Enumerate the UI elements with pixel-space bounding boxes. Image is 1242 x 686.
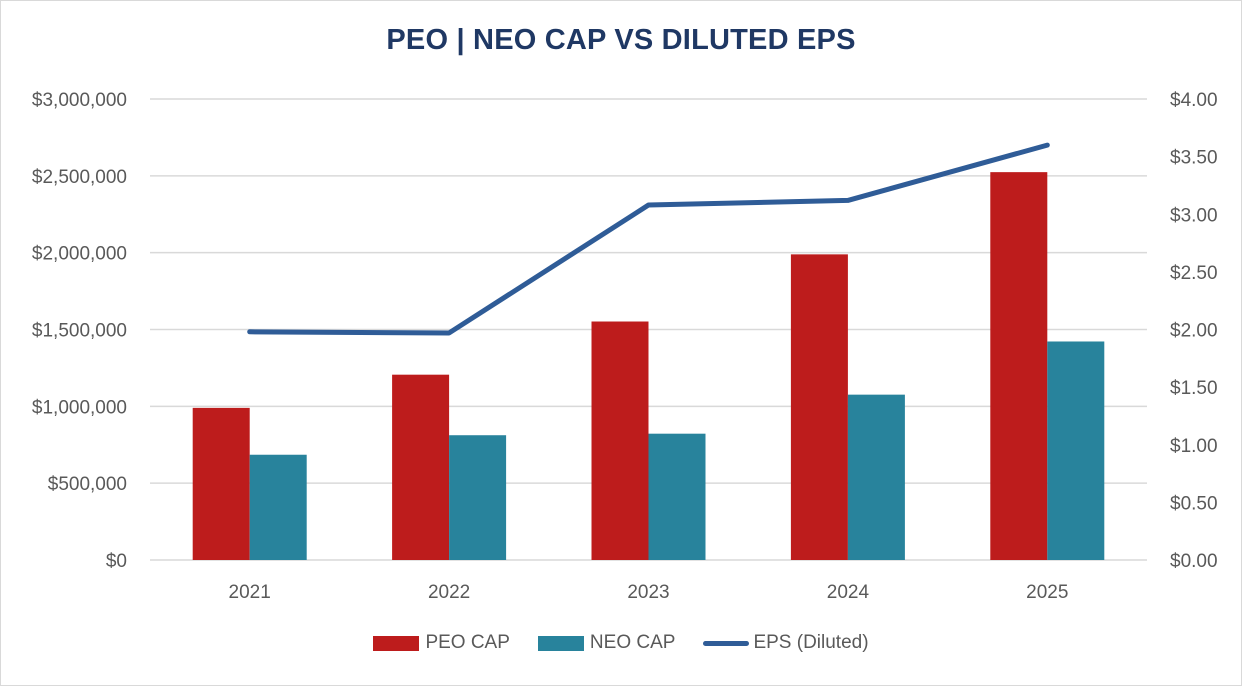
y2-tick-label: $1.00 <box>1170 436 1218 457</box>
y2-tick-label: $1.50 <box>1170 378 1218 399</box>
legend-item-neo-cap: NEO CAP <box>537 632 676 654</box>
bar <box>847 394 905 560</box>
legend-label-peo-cap: PEO CAP <box>425 632 510 653</box>
y2-tick-label: $0.00 <box>1170 551 1218 572</box>
y-tick-label: $2,500,000 <box>32 167 127 188</box>
bar <box>249 454 307 560</box>
bar <box>192 407 250 560</box>
eps-line <box>247 142 1050 336</box>
legend-swatch-neo-cap <box>537 635 584 651</box>
y-tick-label: $0 <box>106 551 127 572</box>
x-tick-label: 2021 <box>229 582 271 603</box>
x-tick-label: 2023 <box>627 582 669 603</box>
line-series <box>247 142 1050 336</box>
bar <box>1047 341 1105 560</box>
x-axis-ticks: 2021 2022 2023 2024 2025 <box>229 582 1069 603</box>
bar <box>591 321 649 560</box>
bar-series <box>192 172 1105 561</box>
legend-label-eps: EPS (Diluted) <box>753 632 869 653</box>
y2-tick-label: $2.50 <box>1170 263 1218 284</box>
legend-item-peo-cap: PEO CAP <box>373 632 510 654</box>
y-tick-label: $2,000,000 <box>32 244 127 265</box>
y2-tick-label: $3.00 <box>1170 205 1218 226</box>
chart-title: PEO | NEO CAP VS DILUTED EPS <box>386 24 856 56</box>
right-axis-ticks: $0.00 $0.50 $1.00 $1.50 $2.00 $2.50 $3.00 $3.50… <box>1170 90 1218 572</box>
legend-label-neo-cap: NEO CAP <box>589 632 676 653</box>
y-tick-label: $1,000,000 <box>32 397 127 418</box>
bar <box>648 433 706 560</box>
left-axis-ticks: $0 $500,000 $1,000,000 $1,500,000 $2,000,000… <box>32 90 127 572</box>
y2-tick-label: $4.00 <box>1170 90 1218 111</box>
legend: PEO CAP NEO CAP EPS (Diluted) <box>0 632 1242 654</box>
y2-tick-label: $3.50 <box>1170 148 1218 169</box>
y-tick-label: $500,000 <box>48 474 127 495</box>
y2-tick-label: $2.00 <box>1170 321 1218 342</box>
x-tick-label: 2025 <box>1026 582 1068 603</box>
bar <box>990 172 1048 561</box>
series-peo-cap <box>192 172 1048 561</box>
series-neo-cap <box>249 341 1105 560</box>
y-tick-label: $1,500,000 <box>32 321 127 342</box>
legend-swatch-peo-cap <box>373 635 420 651</box>
legend-item-eps: EPS (Diluted) <box>703 632 869 654</box>
y-tick-label: $3,000,000 <box>32 90 127 111</box>
x-tick-label: 2022 <box>428 582 470 603</box>
bar <box>392 374 450 560</box>
legend-swatch-eps <box>703 640 750 646</box>
x-tick-label: 2024 <box>827 582 870 603</box>
y2-tick-label: $0.50 <box>1170 493 1218 514</box>
bar <box>449 435 507 560</box>
bar <box>790 254 848 560</box>
